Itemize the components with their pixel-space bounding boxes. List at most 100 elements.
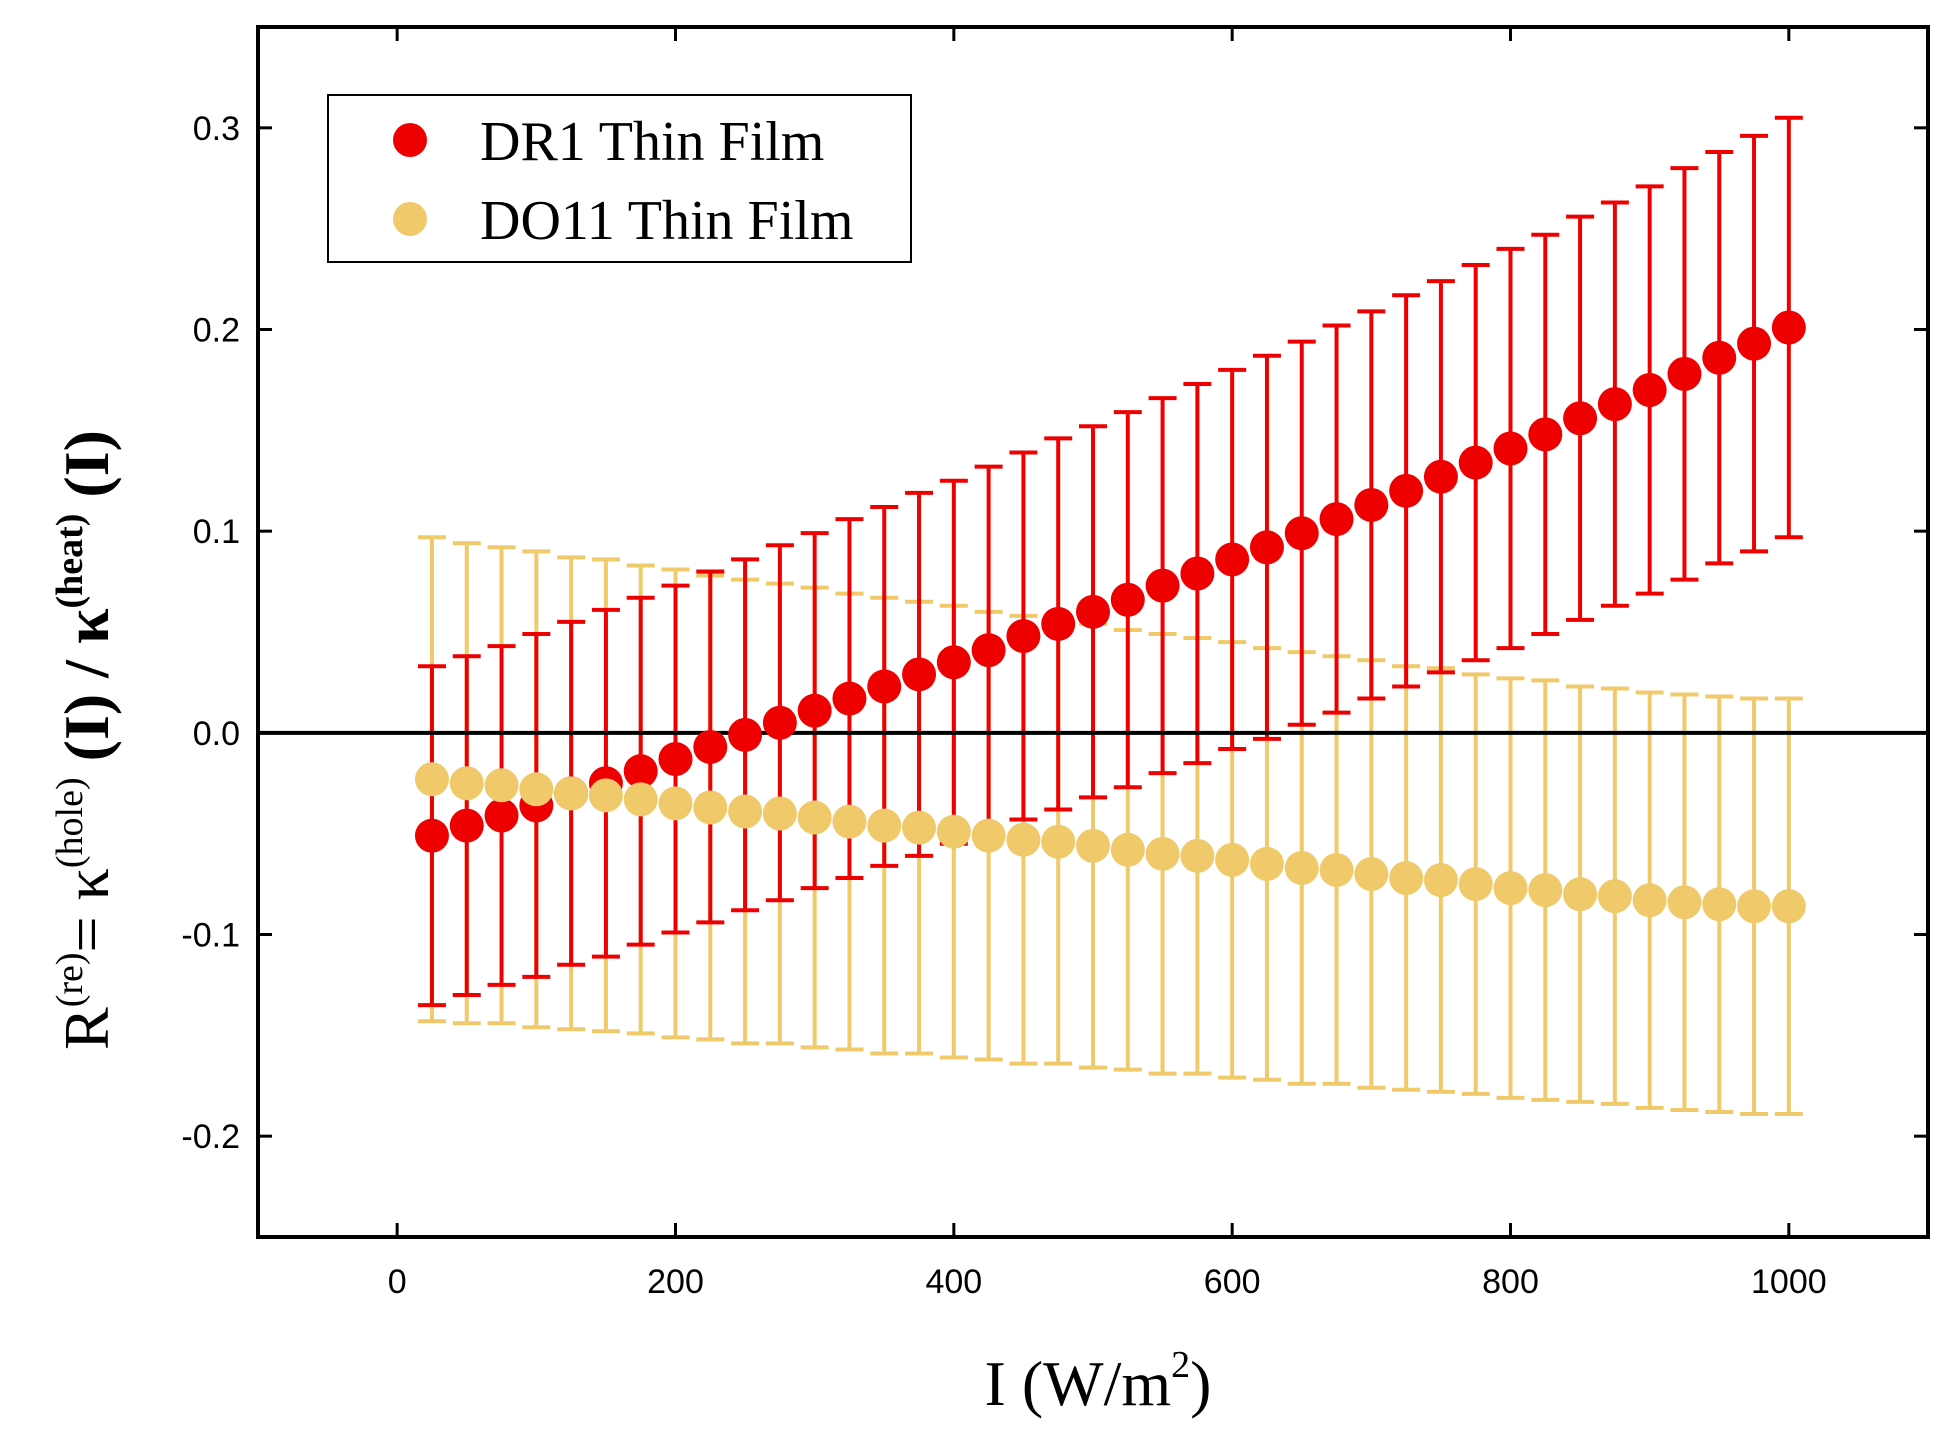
legend: DR1 Thin Film DO11 Thin Film — [327, 94, 912, 263]
data-point — [1458, 867, 1493, 902]
points-do11 — [414, 762, 1806, 924]
data-point — [1597, 387, 1632, 422]
data-point — [1180, 838, 1215, 873]
legend-marker-dr1 — [393, 123, 427, 157]
legend-box — [327, 94, 912, 263]
data-point — [1389, 861, 1424, 896]
plot-frame — [256, 25, 1930, 1239]
data-point — [1632, 373, 1667, 407]
legend-label-do11: DO11 Thin Film — [480, 190, 853, 252]
data-point — [1423, 863, 1458, 898]
data-point — [1284, 850, 1319, 885]
y-tick-label: -0.2 — [181, 1118, 240, 1156]
data-point — [1215, 842, 1250, 877]
data-point — [658, 786, 693, 821]
data-point — [971, 818, 1006, 853]
y-axis-title: R(re)= κ(hole) (I) / κ(heat) (I) — [49, 430, 122, 1050]
data-point — [1180, 556, 1215, 591]
data-point — [449, 766, 484, 801]
data-point — [867, 669, 902, 704]
data-point — [1041, 824, 1076, 859]
y-tick-label: 0.0 — [193, 715, 240, 753]
data-point — [902, 810, 937, 845]
x-tick-label: 200 — [647, 1263, 704, 1301]
data-point — [484, 768, 519, 803]
data-point — [1458, 445, 1493, 480]
x-axis-title: I (W/m2) — [985, 1344, 1212, 1419]
data-point — [693, 729, 728, 764]
data-point — [484, 798, 519, 833]
data-point — [554, 776, 589, 811]
x-title-main: I (W/m — [985, 1348, 1172, 1419]
data-point — [1354, 857, 1389, 891]
data-point — [1319, 502, 1354, 537]
data-point — [971, 633, 1006, 668]
y-title-sup-3: (heat) — [49, 514, 91, 609]
ticks-layer: 0 200 400 600 800 1000 -0.2 -0.1 0.0 0.1 0.2 0.3 — [181, 27, 1928, 1301]
data-point — [1737, 326, 1772, 361]
data-point — [1771, 889, 1806, 924]
data-point — [449, 808, 484, 843]
data-point — [1319, 852, 1354, 887]
y-title-part-1: R — [51, 1007, 122, 1050]
data-point — [1354, 487, 1389, 522]
data-point — [762, 796, 797, 831]
data-point — [1667, 885, 1702, 920]
data-point — [1563, 877, 1598, 912]
data-point — [1493, 871, 1528, 906]
data-point — [1215, 542, 1250, 577]
data-point — [1737, 889, 1772, 924]
x-tick-label: 600 — [1204, 1263, 1261, 1301]
data-point — [1771, 310, 1806, 345]
data-point — [1041, 606, 1076, 641]
data-point — [832, 681, 867, 716]
y-tick-label: 0.3 — [193, 110, 240, 148]
data-point — [1389, 473, 1424, 508]
data-point — [588, 778, 623, 813]
data-point — [797, 693, 832, 728]
y-tick-label: 0.1 — [193, 513, 240, 551]
data-point — [1493, 431, 1528, 466]
data-point — [1563, 401, 1598, 436]
x-tick-label: 800 — [1482, 1263, 1539, 1301]
data-point — [1284, 516, 1319, 551]
y-title-part-3: (I) / κ — [51, 608, 122, 777]
data-point — [1528, 873, 1563, 908]
data-point — [1076, 594, 1110, 629]
data-point — [1110, 832, 1145, 867]
data-point — [414, 818, 449, 853]
data-point — [1006, 822, 1041, 857]
data-point — [1249, 846, 1284, 881]
data-point — [623, 754, 658, 789]
data-point — [728, 717, 763, 752]
data-point — [1528, 417, 1563, 452]
legend-label-dr1: DR1 Thin Film — [480, 111, 824, 173]
data-point — [1145, 568, 1180, 603]
data-point — [414, 762, 449, 797]
y-tick-label: -0.1 — [181, 917, 240, 955]
y-title-part-2: = κ — [51, 868, 122, 952]
data-point — [1702, 340, 1737, 375]
data-point — [1702, 887, 1737, 922]
data-point — [1423, 459, 1458, 494]
y-title-part-4: (I) — [51, 430, 122, 514]
data-point — [936, 814, 971, 849]
data-point — [902, 657, 937, 692]
data-point — [519, 772, 554, 807]
data-point — [936, 645, 971, 680]
plot-layer — [258, 115, 1928, 1116]
legend-marker-do11 — [393, 202, 427, 236]
data-point — [1249, 530, 1284, 565]
x-title-close: ) — [1190, 1348, 1211, 1419]
data-point — [693, 790, 728, 825]
data-point — [1110, 582, 1145, 617]
x-tick-label: 400 — [925, 1263, 982, 1301]
y-title-sup-1: (re) — [49, 952, 91, 1007]
data-point — [797, 800, 832, 835]
data-point — [1597, 879, 1632, 914]
data-point — [832, 804, 867, 839]
x-tick-label: 0 — [388, 1263, 407, 1301]
data-point — [1006, 619, 1041, 654]
